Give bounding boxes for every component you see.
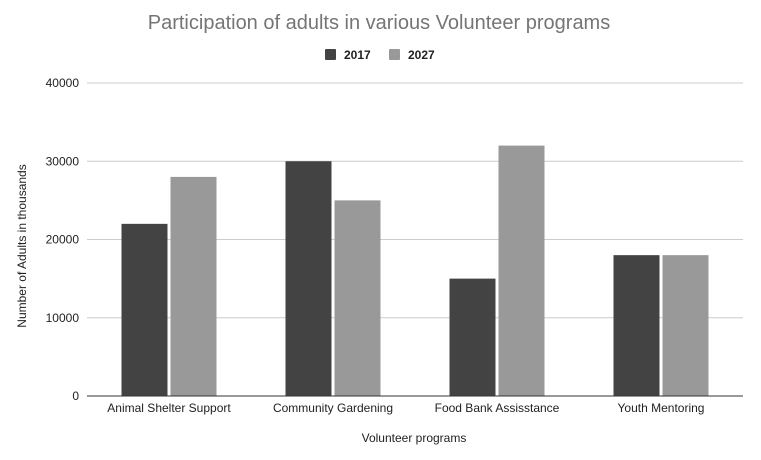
x-tick-label: Food Bank Assisstance	[435, 401, 560, 415]
y-axis-label: Number of Adults in thousands	[15, 164, 29, 327]
y-tick-label: 20000	[46, 233, 80, 247]
bar-2017-2	[449, 278, 496, 396]
bar-2017-3	[613, 255, 660, 396]
x-axis-label: Volunteer programs	[362, 431, 467, 445]
legend-label: 2017	[344, 48, 371, 62]
legend: 2017 2027	[325, 48, 435, 62]
bar-2027-0	[170, 176, 217, 396]
chart-title: Participation of adults in various Volun…	[148, 12, 610, 34]
bar-2017-1	[285, 161, 332, 396]
legend-swatch-2027	[389, 49, 400, 60]
y-tick-label: 30000	[46, 154, 80, 168]
x-tick-label: Youth Mentoring	[618, 401, 705, 415]
bar-2027-1	[334, 200, 381, 396]
x-tick-labels: Animal Shelter Support Community Gardenin…	[107, 401, 704, 415]
legend-swatch-2017	[325, 49, 336, 60]
x-tick-label: Animal Shelter Support	[107, 401, 231, 415]
y-tick-label: 40000	[46, 76, 80, 90]
legend-label: 2027	[408, 48, 435, 62]
y-tick-labels: 0 10000 20000 30000 40000	[46, 76, 80, 403]
y-tick-label: 0	[72, 389, 79, 403]
bars	[121, 145, 709, 396]
x-tick-label: Community Gardening	[273, 401, 393, 415]
bar-2017-0	[121, 223, 168, 396]
bar-2027-2	[498, 145, 545, 396]
bar-2027-3	[662, 255, 709, 396]
y-tick-label: 10000	[46, 311, 80, 325]
